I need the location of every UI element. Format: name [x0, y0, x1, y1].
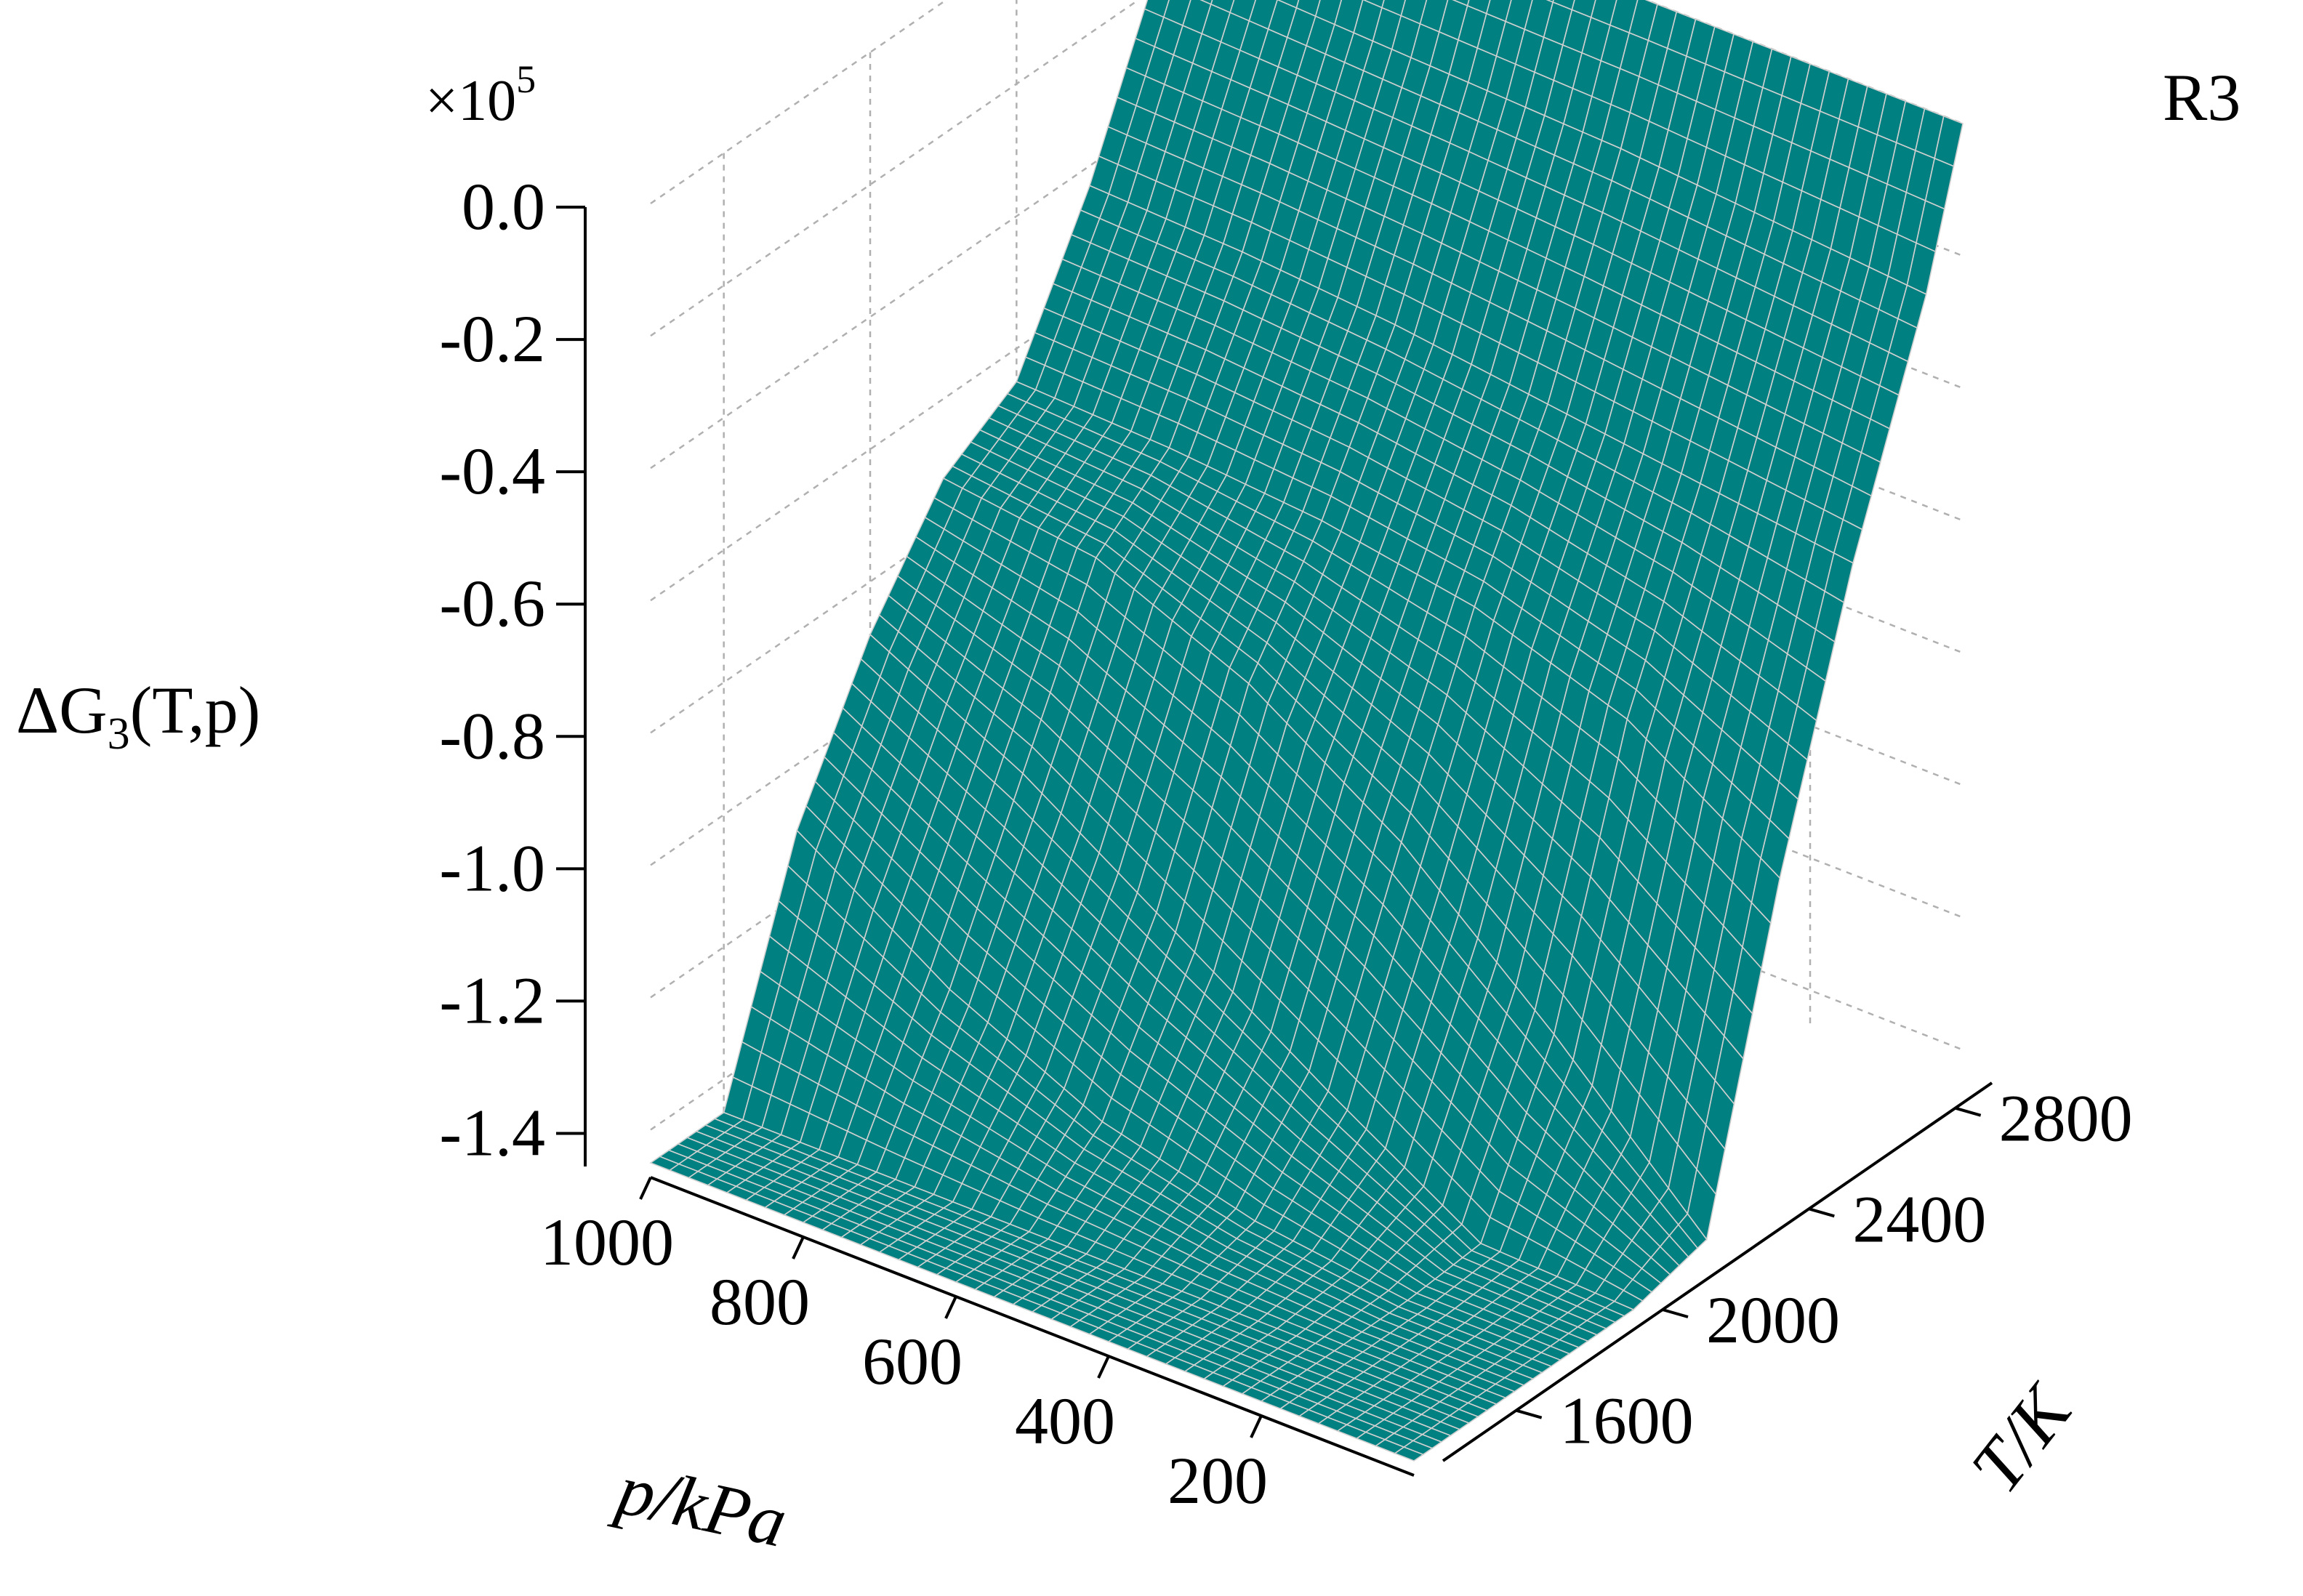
z-tick-label: -0.4 — [439, 434, 545, 508]
surface-patch — [1394, 1446, 1425, 1462]
x-tick — [1250, 1415, 1263, 1438]
multiplier-label: ×105 — [425, 57, 536, 133]
x-tick-label: 1000 — [540, 1205, 674, 1279]
y-tick — [1662, 1308, 1689, 1318]
panel-label: R3 — [2163, 60, 2240, 134]
x-axis-line — [650, 1176, 1415, 1477]
x-tick — [944, 1296, 957, 1319]
z-tick-label: 0.0 — [462, 169, 545, 243]
x-tick-label: 800 — [710, 1265, 810, 1339]
z-tick-label: -0.6 — [439, 566, 545, 640]
axes — [556, 206, 1993, 1477]
z-tick-label: -0.8 — [439, 698, 545, 773]
y-tick-label: 1600 — [1560, 1384, 1694, 1458]
y-tick — [1808, 1207, 1835, 1218]
surface-mesh — [649, 0, 1964, 1462]
y-axis-line — [1442, 1081, 1993, 1462]
y-tick-label: 2400 — [1852, 1182, 1986, 1256]
tick-labels: 0.0 -0.2 -0.4 -0.6 -0.8 -1.0 -1.2 -1.4 1000 800 60… — [439, 169, 2132, 1518]
z-tick-label: -1.4 — [439, 1095, 545, 1169]
x-tick-label: 400 — [1015, 1384, 1115, 1458]
y-tick — [1955, 1106, 1982, 1117]
x-tick-label: 600 — [862, 1324, 962, 1398]
x-tick — [792, 1236, 805, 1260]
y-tick — [1516, 1408, 1543, 1419]
y-tick-label: 2800 — [1999, 1081, 2133, 1156]
z-axis-label: ΔG3(T,p) — [16, 673, 260, 759]
x-tick — [639, 1177, 652, 1200]
y-tick-label: 2000 — [1706, 1283, 1840, 1357]
x-axis-label: p/kPa — [607, 1448, 794, 1563]
z-tick-label: -1.2 — [439, 963, 545, 1037]
z-tick-label: -0.2 — [439, 302, 545, 376]
z-tick-label: -1.0 — [439, 831, 545, 905]
x-tick-label: 200 — [1167, 1443, 1268, 1518]
x-tick — [1097, 1355, 1110, 1379]
y-axis-label: T/K — [1956, 1369, 2089, 1507]
